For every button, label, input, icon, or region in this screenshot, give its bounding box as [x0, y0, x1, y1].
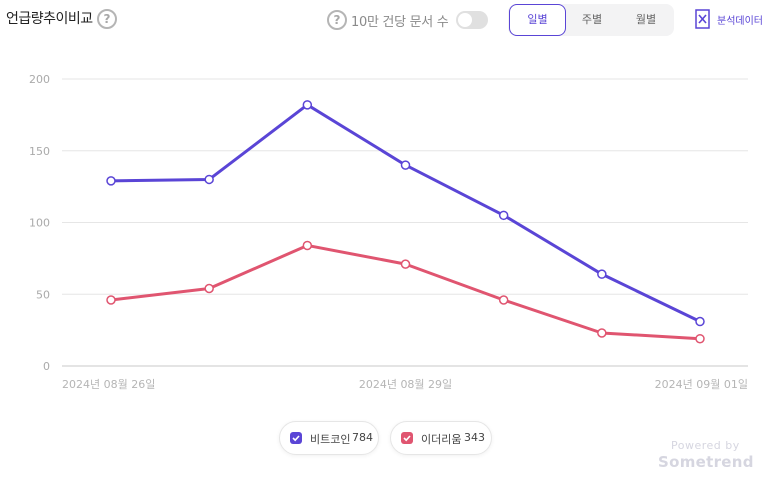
data-point — [106, 176, 116, 186]
data-point — [498, 210, 509, 221]
legend-checkbox — [401, 432, 413, 444]
period-weekly-button[interactable]: 주별 — [581, 13, 603, 26]
per-doc-label: 10만 건당 문서 수 — [351, 15, 449, 30]
data-point — [597, 269, 607, 279]
x-tick-label: 2024년 09월 01일 — [655, 377, 748, 391]
y-tick-label: 150 — [29, 145, 50, 158]
export-label: 분석데이터 — [717, 16, 763, 27]
help-icon[interactable]: ? — [327, 10, 347, 30]
page-title: 언급량추이비교 — [6, 11, 93, 27]
y-tick-label: 200 — [29, 73, 50, 86]
data-point — [106, 295, 116, 305]
period-monthly-button[interactable]: 월별 — [635, 13, 657, 26]
data-point — [597, 328, 607, 338]
legend-checkbox — [290, 432, 302, 444]
x-tick-label: 2024년 08월 26일 — [62, 377, 155, 391]
help-icon[interactable]: ? — [97, 9, 117, 29]
period-selector: 일별 주별 월별 — [508, 4, 674, 36]
data-point — [498, 295, 509, 305]
toggle-knob — [458, 13, 472, 27]
data-point — [204, 283, 214, 294]
y-tick-label: 50 — [36, 288, 50, 301]
legend-item-ethereum[interactable]: 이더리움 343 — [390, 421, 492, 455]
y-tick-label: 0 — [43, 360, 50, 373]
period-daily-button[interactable]: 일별 — [509, 4, 566, 36]
data-point — [695, 316, 705, 327]
legend-count: 784 — [352, 431, 373, 444]
brand-logo: Sometrend — [658, 453, 754, 471]
legend-item-bitcoin[interactable]: 비트코인 784 — [279, 421, 379, 455]
x-tick-label: 2024년 08월 29일 — [359, 377, 452, 391]
data-point — [302, 100, 313, 110]
data-point — [695, 333, 705, 344]
per-doc-toggle[interactable] — [456, 11, 488, 29]
data-point — [400, 259, 411, 269]
data-point — [400, 160, 411, 170]
excel-icon — [695, 9, 710, 29]
line-chart: 0 50 100 150 200 2024년 08월 26일 2024년 08월 29일 20… — [29, 73, 748, 391]
legend-name: 이더리움 — [421, 433, 462, 446]
y-tick-label: 100 — [29, 217, 50, 230]
data-point — [204, 174, 214, 185]
data-point — [302, 240, 313, 251]
powered-by-text: Powered by — [671, 439, 740, 452]
legend-count: 343 — [464, 431, 485, 444]
legend-name: 비트코인 — [310, 433, 351, 446]
